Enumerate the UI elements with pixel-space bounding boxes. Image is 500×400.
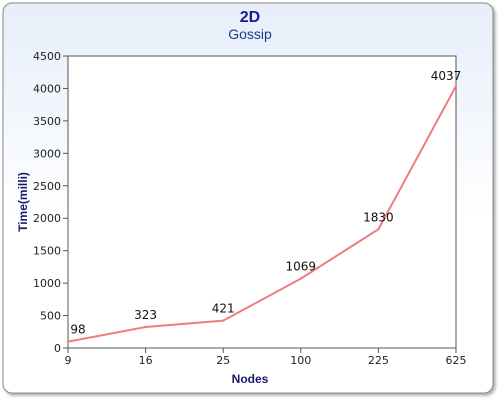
x-axis-title: Nodes [232, 372, 269, 386]
series-line [67, 85, 457, 343]
data-label: 4037 [431, 69, 462, 83]
series-layer [66, 84, 458, 343]
data-label: 98 [70, 323, 85, 337]
chart-subtitle: Gossip [228, 26, 272, 42]
x-tick-label: 225 [368, 354, 389, 367]
y-tick-label: 4000 [33, 82, 61, 95]
y-tick-label: 2500 [33, 180, 61, 193]
chart-title: 2D [240, 9, 260, 26]
x-tick-label: 625 [446, 354, 467, 367]
x-axis: 9 16 25 100 225 625 [65, 348, 467, 367]
y-tick-label: 2000 [33, 212, 61, 225]
data-label: 421 [212, 302, 235, 316]
data-label: 1830 [363, 210, 394, 224]
data-label: 1069 [286, 260, 317, 274]
y-tick-label: 0 [54, 342, 61, 355]
data-point [454, 84, 458, 88]
x-tick-label: 25 [216, 354, 230, 367]
data-point [144, 325, 147, 329]
y-tick-label: 1000 [33, 277, 61, 290]
x-tick-label: 16 [139, 354, 153, 367]
y-axis-title: Time(milli) [16, 172, 30, 232]
y-tick-label: 3000 [33, 147, 61, 160]
data-point [299, 277, 302, 280]
y-tick-label: 500 [40, 310, 61, 323]
data-point [222, 319, 225, 322]
data-point [66, 340, 70, 343]
y-tick-label: 3500 [33, 115, 61, 128]
data-label: 323 [134, 308, 157, 322]
data-point [377, 228, 380, 231]
y-tick-label: 4500 [33, 50, 61, 63]
x-tick-label: 9 [65, 354, 72, 367]
x-tick-label: 100 [290, 354, 311, 367]
data-labels: 98 323 421 1069 1830 4037 [70, 69, 461, 337]
plot-area [67, 55, 457, 349]
y-axis: 0 500 1000 1500 2000 2500 3000 3500 4000 4500 [33, 50, 68, 355]
y-tick-label: 1500 [33, 245, 61, 258]
